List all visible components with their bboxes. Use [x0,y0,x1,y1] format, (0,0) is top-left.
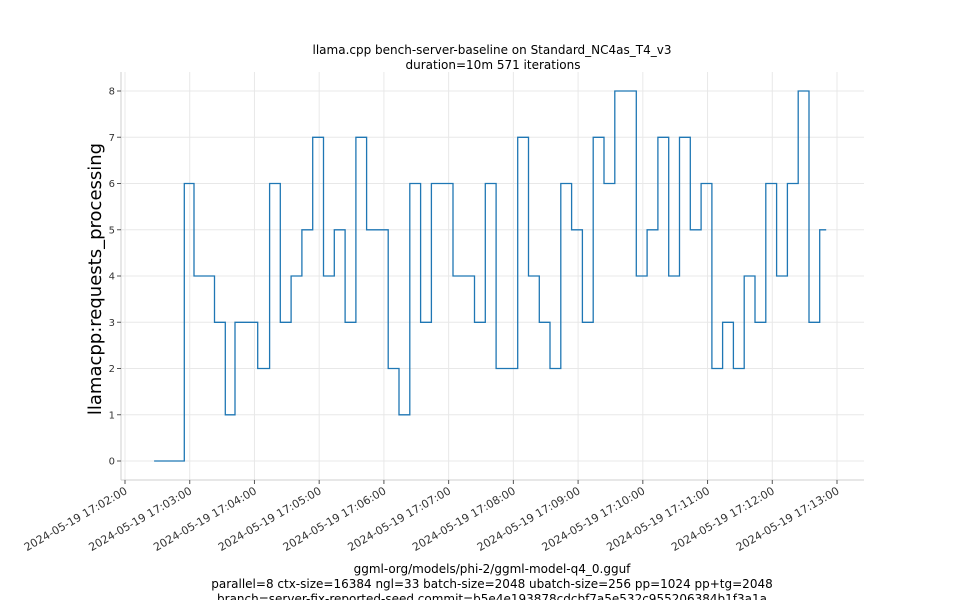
y-tick-label: 5 [109,225,115,236]
x-tick-label: 2024-05-19 17:06:00 [281,484,389,554]
y-tick-label: 3 [109,318,115,329]
x-tick-label: 2024-05-19 17:12:00 [669,484,777,554]
series-layer [154,90,827,462]
x-tick-label: 2024-05-19 17:04:00 [151,484,259,554]
x-tick-label: 2024-05-19 17:02:00 [22,484,130,554]
footer-branch: branch=server-fix-reported-seed commit=b… [217,592,767,600]
y-tick-label: 7 [109,133,115,144]
x-tick-label: 2024-05-19 17:08:00 [410,484,518,554]
y-tick-label: 8 [109,87,115,98]
footer-params: parallel=8 ctx-size=16384 ngl=33 batch-s… [211,577,772,591]
x-tick-label: 2024-05-19 17:13:00 [734,484,842,554]
chart-title: llama.cpp bench-server-baseline on Stand… [313,43,672,57]
series-line [154,90,827,462]
y-tick-label: 4 [109,272,115,283]
chart-subtitle: duration=10m 571 iterations [406,58,581,72]
y-tick-label: 0 [109,457,115,468]
x-tick-label: 2024-05-19 17:03:00 [87,484,195,554]
y-tick-label: 6 [109,179,115,190]
footer-model: ggml-org/models/phi-2/ggml-model-q4_0.gg… [354,562,632,576]
x-tick-label: 2024-05-19 17:07:00 [345,484,453,554]
x-tick-label: 2024-05-19 17:11:00 [604,484,712,554]
y-axis-ticks: 0 1 2 3 4 5 6 7 8 [109,87,121,468]
y-axis-label: llamacpp:requests_processing [85,143,106,415]
y-tick-label: 2 [109,364,115,375]
x-tick-label: 2024-05-19 17:09:00 [475,484,583,554]
y-tick-label: 1 [109,410,115,421]
x-tick-label: 2024-05-19 17:10:00 [540,484,648,554]
x-tick-label: 2024-05-19 17:05:00 [216,484,324,554]
